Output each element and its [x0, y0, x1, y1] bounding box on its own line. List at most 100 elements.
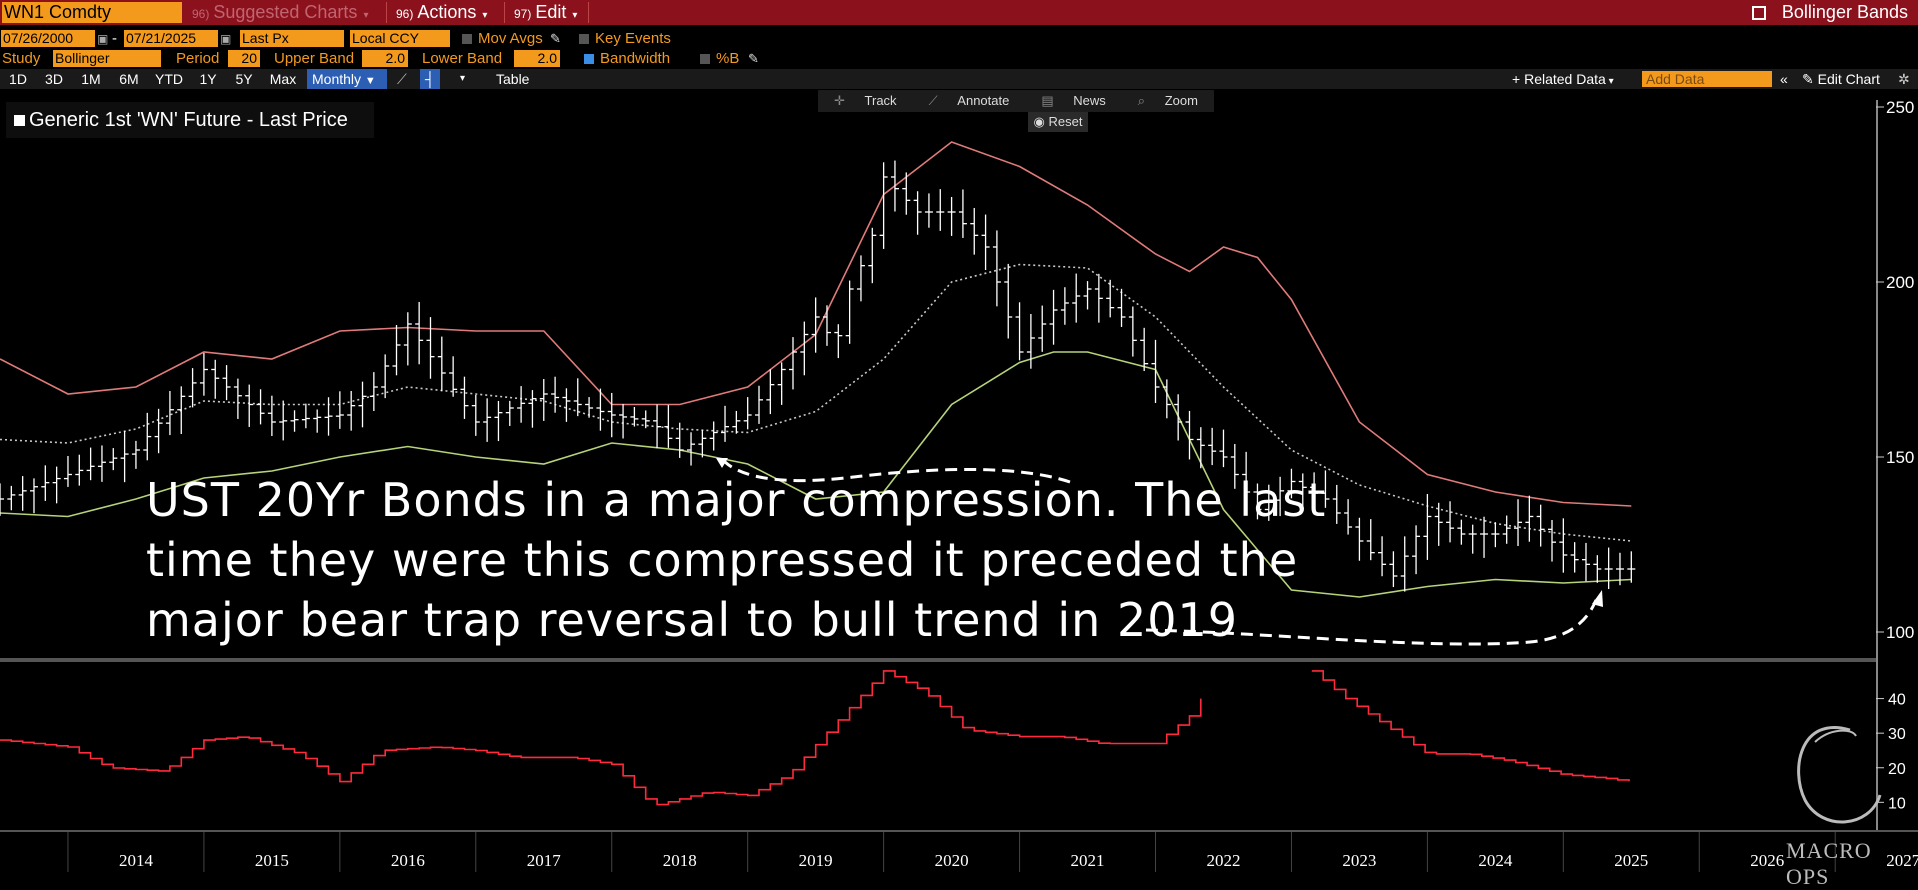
bw-y-tick-label: 20 [1888, 761, 1906, 778]
bandwidth-line [0, 670, 1202, 806]
watermark-logo-swoosh [1814, 729, 1857, 743]
chart-legend[interactable]: Generic 1st 'WN' Future - Last Price [6, 102, 374, 138]
top-toolbar: WN1 Comdty 96) Suggested Charts ▾ 96) Actio… [0, 0, 1918, 25]
annotate-icon: ⟋ [928, 93, 938, 108]
reset-icon: ◉ [1033, 114, 1045, 129]
track-label: Track [864, 93, 897, 108]
chevron-down-icon: ▾ [482, 10, 488, 21]
collapse-icon[interactable]: « [1780, 71, 1788, 87]
bandwidth-line [1311, 670, 1630, 782]
annotate-tool[interactable]: ⟋ Annotate [913, 93, 1026, 108]
lower-band-label: Lower Band [422, 50, 503, 67]
edit-menu[interactable]: 97) Edit ▾ [508, 0, 583, 25]
price-field-select[interactable]: Last Px [240, 30, 344, 47]
range-3d[interactable]: 3D [45, 71, 63, 87]
end-date-field[interactable]: 07/21/2025 [124, 30, 218, 47]
study-select[interactable]: Bollinger [53, 50, 161, 67]
upper-band-input[interactable]: 2.0 [362, 50, 408, 67]
pctb-label: %B [716, 50, 740, 67]
y-tick-label: 200 [1886, 273, 1914, 292]
pctb-checkbox[interactable] [700, 54, 710, 64]
zoom-tool[interactable]: ⌕ Zoom [1122, 93, 1214, 108]
legend-label: Generic 1st 'WN' Future - Last Price [29, 109, 348, 131]
x-tick-label: 2018 [663, 851, 697, 870]
bandwidth-checkbox[interactable] [584, 54, 594, 64]
range-5y[interactable]: 5Y [235, 71, 253, 87]
reset-label: Reset [1048, 114, 1083, 129]
price-chart[interactable]: 2014 2015 2016 2017 2018 2019 2020 2021 2022 2023… [0, 0, 1918, 872]
period-label: Period [176, 50, 220, 67]
news-label: News [1073, 93, 1106, 108]
key-events-label: Key Events [595, 30, 671, 47]
range-1y[interactable]: 1Y [199, 71, 217, 87]
plus-icon: + [1512, 71, 1525, 87]
study-label: Study [2, 50, 41, 67]
y-tick-label: 100 [1886, 623, 1914, 642]
key-events-checkbox[interactable] [579, 34, 589, 44]
reset-button[interactable]: ◉ Reset [1028, 112, 1088, 132]
pencil-icon[interactable]: ✎ [748, 51, 759, 66]
edit-label: Edit [535, 2, 567, 22]
x-tick-label: 2027 [1886, 851, 1918, 870]
actions-menu[interactable]: 96) Actions ▾ [390, 0, 493, 25]
calendar-icon[interactable]: ▣ [220, 32, 232, 46]
external-link-icon [1751, 6, 1766, 20]
chart-annotation: UST 20Yr Bonds in a major compression. T… [146, 470, 1327, 650]
annotation-line-1: UST 20Yr Bonds in a major compression. T… [146, 473, 1327, 527]
bw-y-tick-label: 40 [1888, 692, 1906, 709]
lower-band-input[interactable]: 2.0 [514, 50, 560, 67]
pencil-icon[interactable]: ✎ [550, 31, 561, 46]
y-tick-label: 250 [1886, 98, 1914, 117]
range-1d[interactable]: 1D [9, 71, 27, 87]
range-max[interactable]: Max [269, 71, 297, 87]
panel-divider [0, 658, 1876, 662]
x-tick-label: 2017 [527, 851, 562, 870]
watermark-text: MACRO OPS [1786, 838, 1872, 889]
dashed-arrow-upper [723, 460, 1071, 484]
start-date-field[interactable]: 07/26/2000 [1, 30, 95, 47]
chevron-down-icon: ▾ [1605, 76, 1614, 87]
table-button[interactable]: Table [496, 71, 530, 87]
study-title[interactable]: Bollinger Bands [1751, 0, 1908, 25]
frequency-select[interactable]: Monthly ▼ [307, 69, 387, 89]
bar-chart-icon[interactable]: ┤ [420, 69, 440, 89]
track-tool[interactable]: ✛ Track [818, 93, 913, 108]
watermark-logo-icon [1797, 726, 1882, 824]
x-tick-label: 2026 [1750, 851, 1784, 870]
related-data-button[interactable]: + Related Data ▾ [1512, 69, 1614, 89]
x-tick-label: 2025 [1614, 851, 1648, 870]
range-1m[interactable]: 1M [81, 71, 101, 87]
add-data-input[interactable]: Add Data [1642, 71, 1772, 87]
calendar-icon[interactable]: ▣ [97, 32, 109, 46]
x-tick-label: 2016 [391, 851, 425, 870]
news-tool[interactable]: ▤ News [1025, 93, 1121, 108]
bw-y-tick-label: 10 [1888, 795, 1906, 812]
ticker-input[interactable]: WN1 Comdty [2, 2, 182, 23]
frequency-label: Monthly [312, 71, 362, 87]
edit-chart-button[interactable]: ✎ Edit Chart [1802, 69, 1880, 89]
settings-row-1: 07/26/2000 ▣ - 07/21/2025 ▣ Last Px Loca… [0, 30, 1918, 48]
x-tick-label: 2023 [1342, 851, 1376, 870]
currency-select[interactable]: Local CCY [350, 30, 450, 47]
settings-row-2: Study Bollinger Period 20 Upper Band 2.0… [0, 50, 1918, 68]
crosshair-icon: ✛ [834, 93, 845, 108]
x-tick-label: 2021 [1071, 851, 1105, 870]
suggested-charts-menu[interactable]: 96) Suggested Charts ▾ [186, 0, 374, 25]
range-ytd[interactable]: YTD [155, 71, 183, 87]
x-tick-label: 2020 [935, 851, 969, 870]
date-range-dash: - [112, 30, 117, 47]
gear-icon[interactable]: ✲ [1898, 71, 1910, 87]
bandwidth-label: Bandwidth [600, 50, 671, 67]
period-input[interactable]: 20 [228, 50, 260, 67]
menu-divider [588, 2, 589, 23]
mov-avgs-checkbox[interactable] [462, 34, 472, 44]
x-tick-label: 2015 [255, 851, 289, 870]
arrow-head-lower [1592, 590, 1603, 607]
chevron-down-icon[interactable]: ▾ [460, 73, 466, 84]
range-6m[interactable]: 6M [119, 71, 139, 87]
range-bar: 1D 3D 1M 6M YTD 1Y 5Y Max Monthly ▼ ⟋ ┤ … [0, 69, 1918, 89]
news-icon: ▤ [1041, 93, 1054, 108]
line-chart-icon[interactable]: ⟋ [397, 71, 407, 87]
actions-label: Actions [417, 2, 477, 22]
menu-divider [504, 2, 505, 23]
